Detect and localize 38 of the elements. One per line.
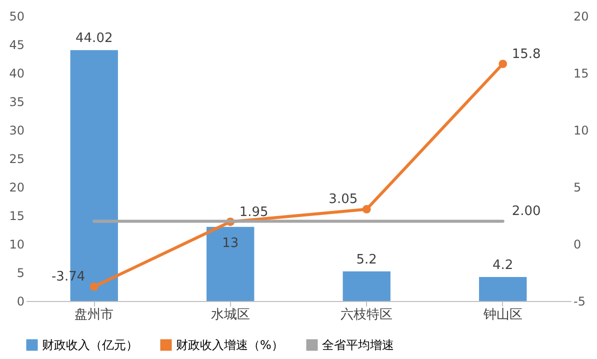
y2-tick-label: 20: [574, 10, 589, 24]
data-label: 4.2: [492, 258, 514, 274]
data-label: 2.00: [512, 204, 541, 220]
y2-tick-label: 5: [574, 180, 582, 194]
x-tick-label: 六枝特区: [340, 308, 393, 322]
y-tick-label: 30: [9, 124, 24, 138]
legend-label: 全省平均增速: [322, 338, 394, 352]
bar: [479, 277, 527, 301]
bar: [342, 271, 390, 301]
point: [362, 205, 371, 214]
y-tick-label: 5: [16, 266, 24, 280]
data-label: 5.2: [356, 252, 377, 268]
y2-tick-label: 0: [574, 238, 582, 252]
y-tick-label: 25: [9, 152, 24, 166]
x-tick-label: 盘州市: [74, 308, 114, 322]
y-tick-label: 35: [9, 95, 24, 109]
y2-tick-label: 10: [574, 124, 589, 138]
y-tick-label: 10: [9, 238, 24, 252]
data-label: 1.95: [239, 204, 268, 220]
y-tick-label: 40: [9, 66, 24, 80]
y-tick-label: 45: [9, 38, 24, 52]
y-tick-label: 50: [9, 10, 24, 24]
data-label: 15.8: [512, 46, 541, 62]
legend-label: 财政收入增速（%）: [176, 338, 284, 352]
y-tick-label: 0: [16, 294, 24, 308]
x-tick-label: 水城区: [210, 308, 250, 322]
data-label: 3.05: [328, 192, 358, 208]
data-label: 13: [222, 236, 239, 251]
point: [498, 60, 508, 68]
data-label: 44.02: [76, 31, 113, 46]
y2-tick-label: -5: [574, 294, 586, 308]
y2-tick-label: 15: [574, 66, 589, 80]
y-tick-label: 20: [9, 180, 24, 194]
legend-label: 财政收入（亿元）: [42, 338, 138, 352]
bar: [206, 226, 254, 301]
point: [90, 282, 98, 291]
y-tick-label: 15: [9, 209, 24, 223]
x-tick-label: 钟山区: [482, 308, 522, 322]
